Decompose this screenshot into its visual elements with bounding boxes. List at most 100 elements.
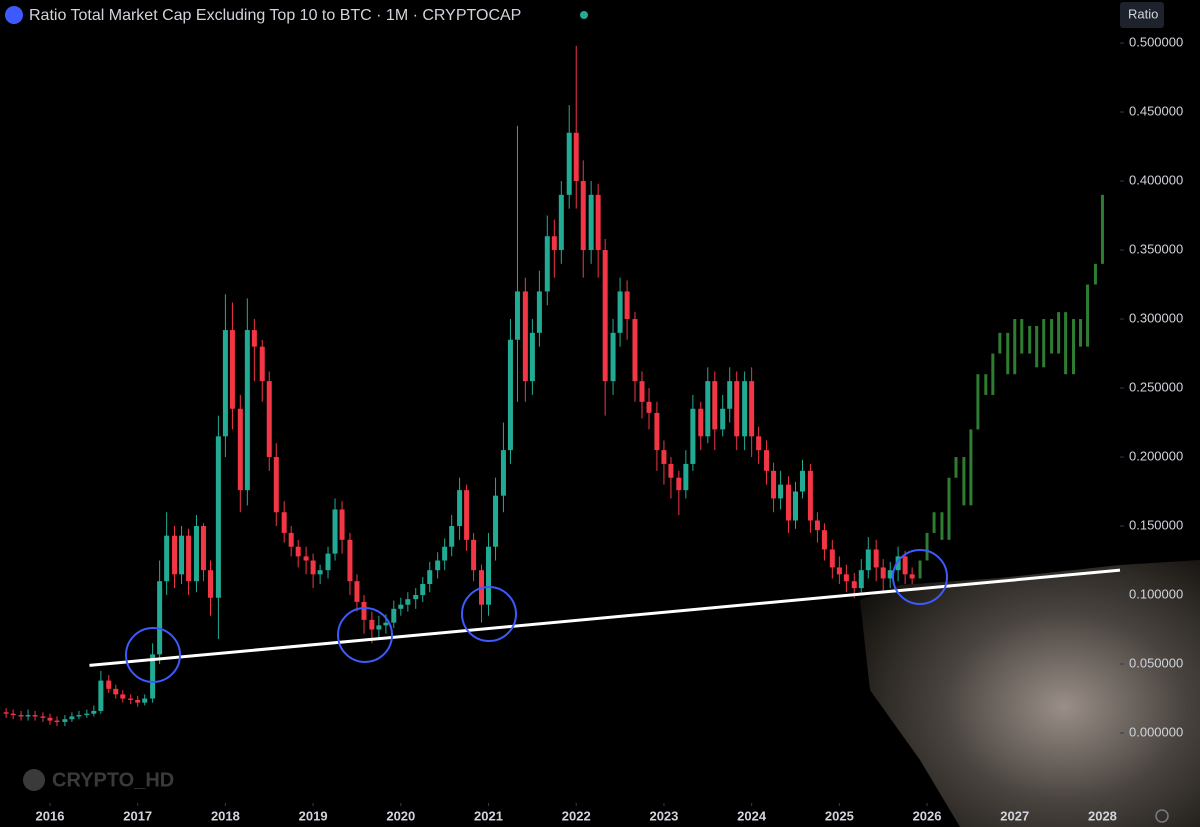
x-tick-label: 2018 [211, 808, 240, 823]
candle-body [142, 698, 148, 703]
candle-body [361, 601, 367, 620]
projection-candle [1035, 325, 1039, 368]
candle-body [639, 381, 645, 402]
projection-candle [1013, 319, 1017, 375]
status-dot [580, 11, 588, 19]
candle-body [544, 236, 550, 292]
candle-body [902, 556, 908, 575]
candle-body [843, 574, 849, 582]
candle-body [442, 546, 448, 561]
projection-candle [925, 532, 929, 561]
candle-body [734, 381, 740, 437]
candle-body [895, 556, 901, 571]
x-tick-label: 2026 [913, 808, 942, 823]
candle-body [865, 549, 871, 571]
y-tick-label: 0.050000 [1129, 655, 1183, 670]
candle-body [128, 698, 134, 700]
candle-body [40, 716, 46, 718]
highlight-circle [461, 586, 517, 642]
candle-body [281, 512, 287, 533]
candle-body [54, 720, 60, 722]
candle-body [624, 291, 630, 320]
axis-label: Ratio [1128, 6, 1158, 21]
watermark: CRYPTO_HD [52, 769, 174, 791]
candle-body [47, 717, 53, 721]
candle-body [3, 712, 9, 714]
projection-candle [962, 457, 966, 506]
candle-body [120, 694, 126, 699]
candle-body [339, 509, 345, 540]
candle-body [705, 381, 711, 437]
projection-candle [1093, 263, 1097, 285]
candle-body [10, 713, 16, 716]
candle-body [909, 574, 915, 579]
candle-body [792, 491, 798, 521]
candle-body [332, 509, 338, 554]
y-tick-label: 0.250000 [1129, 379, 1183, 394]
settings-icon[interactable] [1155, 809, 1169, 823]
candle-body [113, 688, 119, 695]
candle-body [69, 716, 75, 720]
trendline [89, 568, 1121, 667]
candle-body [398, 604, 404, 609]
candle-body [698, 408, 704, 437]
y-tick-label: 0.100000 [1129, 586, 1183, 601]
candle-body [106, 680, 112, 689]
candle-body [566, 132, 572, 195]
candle-body [580, 181, 586, 251]
candle-body [427, 570, 433, 584]
candle-body [654, 412, 660, 451]
candle-body [588, 194, 594, 251]
candle-body [821, 530, 827, 550]
candle-body [595, 194, 601, 251]
candle-body [690, 408, 696, 464]
watermark-icon [23, 769, 45, 791]
candle-body [91, 710, 97, 714]
candle-body [237, 408, 243, 491]
candle-body [229, 330, 235, 409]
candle-body [836, 567, 842, 575]
candle-body [376, 625, 382, 630]
candle-body [369, 619, 375, 630]
candle-body [720, 408, 726, 430]
candle-body [464, 490, 470, 540]
candle-body [186, 535, 192, 582]
candle-body [157, 581, 163, 655]
price-axis: 0.000000 0.050000 0.100000 0.150000 0.200000… [36, 34, 1184, 823]
x-tick-label: 2019 [299, 808, 328, 823]
axis-label-box[interactable] [1120, 2, 1164, 28]
candle-body [76, 715, 82, 717]
candle-body [251, 330, 257, 347]
projection-candle [954, 457, 958, 478]
candle-body [32, 715, 38, 717]
candle-body [215, 436, 221, 598]
candle-body [661, 450, 667, 464]
candle-body [771, 470, 777, 499]
candle-body [25, 715, 31, 717]
candle-body [749, 381, 755, 437]
candle-body [727, 381, 733, 409]
y-tick-label: 0.400000 [1129, 172, 1183, 187]
highlight-circle [125, 627, 181, 683]
candle-body [193, 526, 199, 582]
projection-candle [1057, 312, 1061, 354]
projection-candle [1079, 319, 1083, 347]
plot-area [3, 45, 1104, 727]
candle-body [98, 680, 104, 711]
candle-body [668, 463, 674, 478]
candle-body [646, 401, 652, 413]
candle-body [383, 622, 389, 626]
candle-body [222, 330, 228, 437]
candle-body [573, 132, 579, 182]
candle-body [873, 549, 879, 568]
candle-body [522, 291, 528, 382]
projection-candle [947, 477, 951, 540]
y-tick-label: 0.000000 [1129, 724, 1183, 739]
candle-body [259, 346, 265, 382]
x-tick-label: 2027 [1000, 808, 1029, 823]
highlight-circle [337, 607, 393, 663]
candle-body [310, 560, 316, 575]
candle-body [18, 715, 24, 717]
projection-candle [1028, 325, 1032, 354]
y-tick-label: 0.350000 [1129, 241, 1183, 256]
